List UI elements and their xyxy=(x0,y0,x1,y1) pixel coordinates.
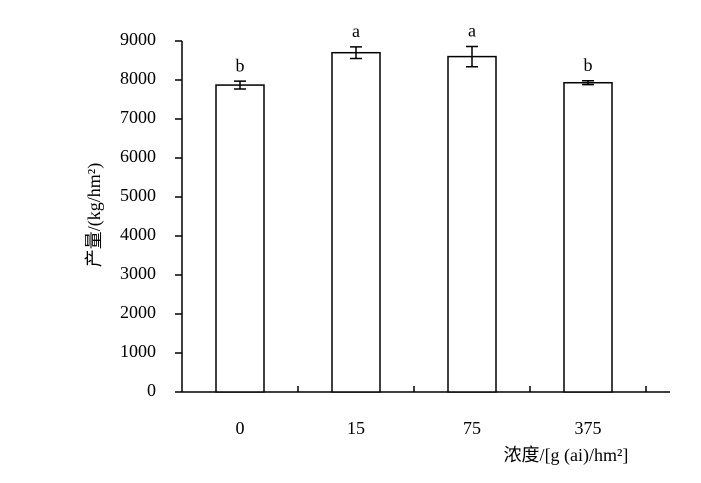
significance-label: b xyxy=(236,55,245,75)
x-tick-label: 15 xyxy=(347,418,365,438)
bar xyxy=(447,55,497,393)
y-tick-label: 5000 xyxy=(120,185,156,205)
y-tick-label: 2000 xyxy=(120,302,156,322)
x-tick-label: 75 xyxy=(463,418,481,438)
bar xyxy=(331,51,381,393)
y-tick-label: 6000 xyxy=(120,146,156,166)
x-axis-label: 浓度/[g (ai)/hm²] xyxy=(504,445,629,466)
error-bar xyxy=(466,45,478,68)
x-tick-label: 0 xyxy=(236,418,245,438)
y-tick-label: 8000 xyxy=(120,68,156,88)
significance-label: a xyxy=(468,21,476,41)
error-bar xyxy=(582,80,594,86)
error-bar xyxy=(350,46,362,60)
y-axis-label: 产量/(kg/hm²) xyxy=(84,163,105,267)
bar xyxy=(215,84,265,393)
error-bar xyxy=(234,80,246,90)
y-tick-label: 3000 xyxy=(120,263,156,283)
y-tick-label: 4000 xyxy=(120,224,156,244)
y-tick-label: 1000 xyxy=(120,341,156,361)
bar xyxy=(563,81,613,393)
x-tick-label: 375 xyxy=(575,418,602,438)
significance-label: a xyxy=(352,21,360,41)
significance-label: b xyxy=(584,55,593,75)
y-tick-label: 7000 xyxy=(120,107,156,127)
y-tick-label: 0 xyxy=(147,380,156,400)
y-tick-label: 9000 xyxy=(120,29,156,49)
